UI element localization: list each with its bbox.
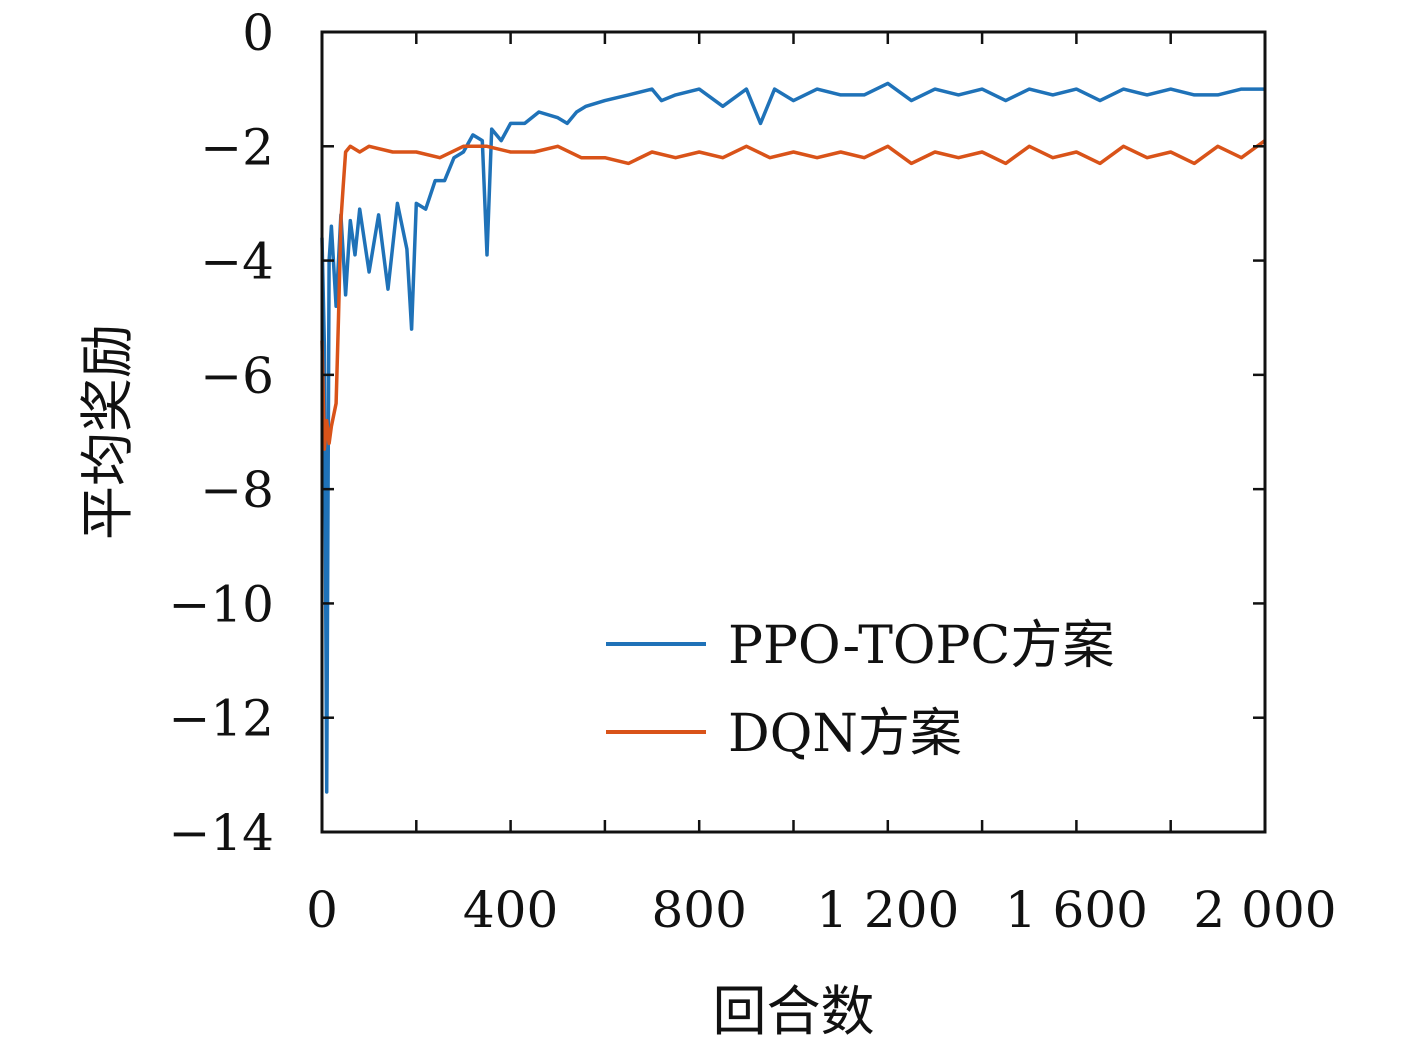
y-tick-label: −10	[168, 575, 274, 633]
y-tick-label: −12	[168, 690, 274, 748]
y-tick-label: −2	[200, 118, 274, 176]
y-tick-label: −6	[200, 347, 274, 405]
ticks-layer: 0 400 800 1 200 1 600 2 000 0 −2 −4 −6 −8 −10 −12 −14	[168, 4, 1336, 939]
y-tick-label: −14	[168, 804, 274, 862]
series-line-0	[320, 81, 1265, 794]
x-tick-label: 400	[463, 881, 558, 939]
y-tick-label: −4	[200, 233, 274, 291]
x-axis-title: 回合数	[713, 980, 875, 1042]
x-tick-label: 1 200	[816, 881, 959, 939]
series-layer	[320, 81, 1267, 794]
x-tick-label: 1 600	[1005, 881, 1148, 939]
legend-label-0: PPO-TOPC方案	[728, 616, 1114, 676]
y-axis-title: 平均奖励	[76, 324, 139, 540]
y-tick-label: −8	[200, 461, 274, 519]
x-tick-label: 2 000	[1193, 881, 1336, 939]
x-tick-label: 0	[306, 881, 338, 939]
legend: PPO-TOPC方案 DQN方案	[606, 616, 1114, 764]
x-tick-label: 800	[651, 881, 746, 939]
legend-label-1: DQN方案	[728, 704, 962, 764]
series-line-1	[320, 139, 1267, 451]
y-tick-label: 0	[242, 4, 274, 62]
